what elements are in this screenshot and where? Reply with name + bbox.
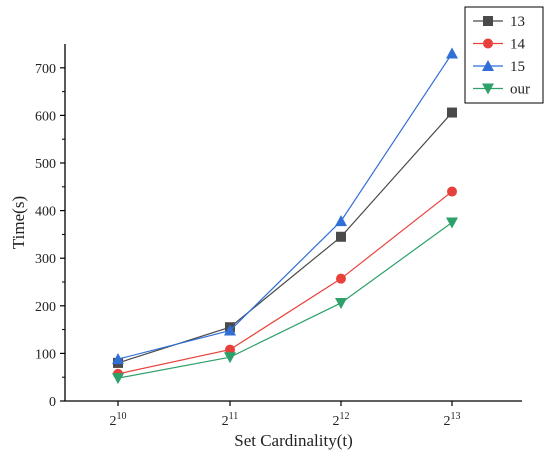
legend-marker: [482, 83, 494, 95]
x-tick-exponent: 12: [340, 411, 350, 422]
x-tick-label: 213: [444, 411, 461, 429]
series-line: [117, 53, 453, 360]
data-point: [224, 352, 236, 364]
x-axis-title: Set Cardinality(t): [234, 431, 353, 450]
x-tick-exponent: 13: [451, 411, 461, 422]
y-tick-label: 300: [35, 252, 56, 267]
series-line: [117, 112, 453, 364]
data-point: [447, 107, 457, 118]
data-point: [225, 344, 235, 355]
series-layer: [112, 47, 458, 385]
data-point: [335, 215, 347, 227]
legend-marker: [483, 16, 493, 26]
series-13: [113, 107, 457, 368]
legend-label: 15: [510, 59, 525, 75]
legend-label: 14: [510, 37, 526, 53]
data-point: [446, 217, 458, 229]
y-tick-label: 400: [35, 205, 56, 220]
y-axis-title: Time(s): [9, 196, 28, 249]
data-point: [224, 324, 236, 336]
data-point: [446, 47, 458, 59]
series-line: [117, 222, 453, 379]
series-our: [112, 217, 458, 385]
legend-marker: [482, 60, 494, 71]
x-tick-label: 210: [110, 411, 127, 429]
x-tick-base: 2: [333, 414, 340, 429]
data-point: [447, 186, 457, 197]
legend-marker: [483, 38, 493, 49]
legend-item: 15: [473, 59, 525, 75]
y-tick-label: 100: [35, 347, 56, 362]
data-point: [336, 231, 346, 242]
y-tick-label: 0: [49, 395, 56, 410]
legend-label: 13: [510, 14, 525, 30]
data-point: [112, 353, 124, 365]
legend-item: our: [473, 82, 530, 98]
y-tick-label: 600: [35, 109, 56, 124]
data-point: [336, 273, 346, 284]
legend-label: our: [510, 82, 530, 98]
data-point: [112, 373, 124, 385]
x-tick-exponent: 10: [117, 411, 127, 422]
x-tick-base: 2: [222, 414, 229, 429]
legend: 13 14 15 our: [464, 6, 544, 104]
legend-box: [464, 6, 544, 104]
data-point: [335, 297, 347, 309]
y-tick-label: 500: [35, 157, 56, 172]
x-tick-label: 212: [333, 411, 350, 429]
legend-item: 14: [473, 37, 526, 53]
series-line: [117, 191, 453, 375]
legend-item: 13: [473, 14, 525, 30]
series-15: [112, 47, 458, 365]
y-tick-label: 700: [35, 62, 56, 77]
x-tick-exponent: 11: [229, 411, 239, 422]
x-tick-base: 2: [444, 414, 451, 429]
y-tick-label: 200: [35, 300, 56, 315]
x-tick-label: 211: [222, 411, 239, 429]
x-tick-base: 2: [110, 414, 117, 429]
